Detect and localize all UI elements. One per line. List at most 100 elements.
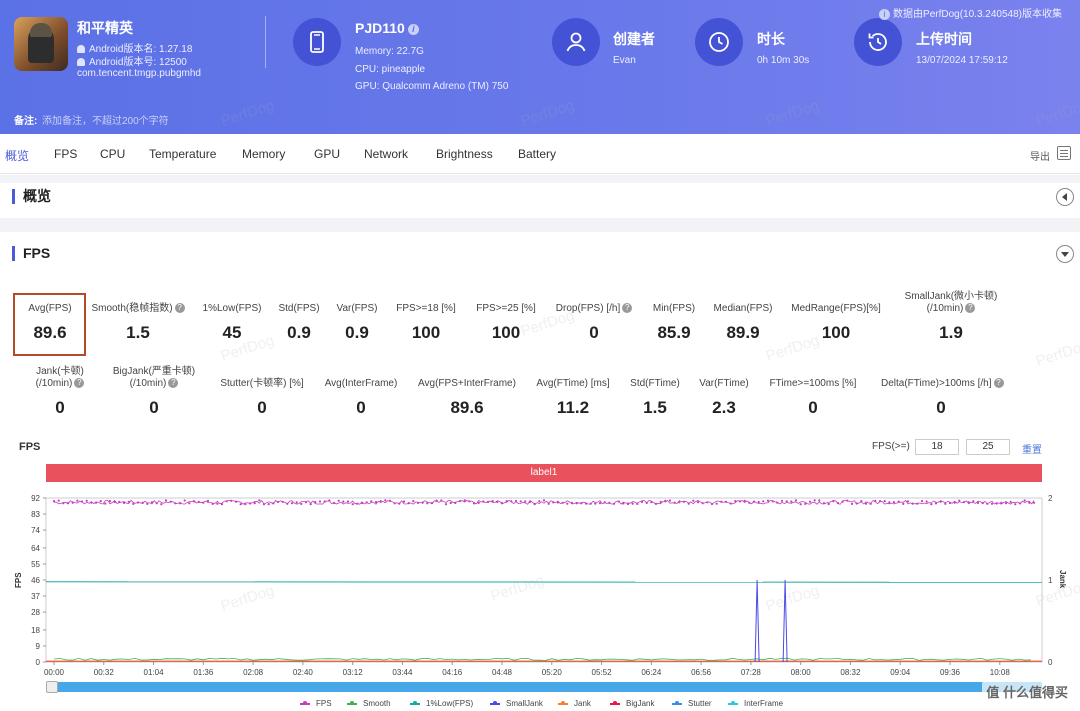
help-icon[interactable]: ? [174,303,185,314]
legend-label: Smooth [363,699,391,708]
legend-label: Jank [574,699,591,708]
metric-value: 0 [149,398,159,417]
series-fps-point [62,502,65,505]
x-tick-label: 03:12 [343,668,364,677]
tab-gpu[interactable]: GPU [314,147,341,161]
series-fps-point [477,501,480,504]
export-icon[interactable] [1057,146,1071,160]
series-fps-point [668,499,672,502]
tab-network[interactable]: Network [364,147,409,161]
series-fps-point [1009,500,1012,503]
metric-value: 0 [257,398,267,417]
android-icon [77,58,85,67]
x-tick-label: 01:04 [144,668,165,677]
x-tick-label: 06:24 [641,668,662,677]
slider-handle[interactable] [46,681,58,693]
series-fps-point [449,501,452,505]
help-icon[interactable]: ? [622,303,633,314]
series-fps-point [444,503,448,506]
metric-metrics_row1-1: Smooth(稳帧指数)? 1.5 [78,303,198,343]
x-tick-label: 09:04 [890,668,911,677]
tab-cpu[interactable]: CPU [100,147,126,161]
series-fps-point [794,499,798,502]
x-tick-label: 08:32 [840,668,861,677]
reset-button[interactable]: 重置 [1022,445,1042,456]
metric-metrics_row1-7: Drop(FPS) [/h]? 0 [534,303,654,343]
fps-threshold-input-1[interactable]: 18 [915,439,959,455]
x-tick-label: 02:08 [243,668,264,677]
tab-battery[interactable]: Battery [518,147,557,161]
series-fps-point [552,501,555,504]
series-fps-point [164,499,168,502]
x-tick-label: 10:08 [990,668,1011,677]
series-fps-point [790,500,793,503]
metric-metrics_row2-9: Delta(FTime)>100ms [/h]? 0 [881,378,1004,418]
series-fps-point [902,502,905,505]
legend-item[interactable]: BigJank [610,699,654,708]
series-fps-point [659,500,662,503]
time-range-slider[interactable] [46,681,1042,693]
legend-item[interactable]: InterFrame [728,699,783,708]
help-icon[interactable]: ? [74,378,85,389]
legend-label: SmallJank [506,699,543,708]
overview-collapse-toggle[interactable] [1056,188,1074,206]
tab-temperature[interactable]: Temperature [149,147,217,161]
legend-swatch [490,700,500,705]
series-fps-point [752,500,756,503]
series-fps-point [836,502,840,505]
legend-item[interactable]: 1%Low(FPS) [410,699,473,708]
series-fps-point [440,499,443,502]
metric-label: SmallJank(微小卡顿) [904,291,998,302]
series-fps-point [505,500,508,503]
creator-icon-circle [552,18,600,66]
fps-collapse-toggle[interactable] [1056,245,1074,263]
series-fps-point [435,499,438,502]
note-bar[interactable]: 备注: 添加备注，不超过200个字符 [0,104,1080,134]
metric-label: Stutter(卡顿率) [%] [220,378,304,389]
legend-item[interactable]: Jank [558,699,591,708]
fps-threshold-input-2[interactable]: 25 [966,439,1010,455]
legend-item[interactable]: SmallJank [490,699,543,708]
x-tick-label: 05:52 [592,668,613,677]
metric-value: 1.9 [939,323,963,342]
legend-swatch [300,700,310,705]
note-input[interactable]: 添加备注，不超过200个字符 [42,116,169,127]
series-fps-point [818,499,821,502]
series-fps-point [262,503,266,506]
tab-overview[interactable]: 概览 [5,149,30,163]
series-fps-point [673,501,676,504]
series-fps-point [995,502,998,505]
series-fps-point [66,502,70,505]
series-fps-point [141,501,144,504]
x-tick-label: 03:44 [392,668,413,677]
info-icon: i [879,8,891,20]
export-button[interactable]: 导出 [1030,152,1050,163]
app-icon [14,17,68,71]
tab-memory[interactable]: Memory [242,147,286,161]
series-fps-point [379,500,382,503]
metric-label: MedRange(FPS)[%] [791,303,881,314]
help-icon[interactable]: ? [965,303,976,314]
series-fps-point [734,500,737,503]
help-icon[interactable]: ? [168,378,179,389]
help-icon[interactable]: ? [993,378,1004,389]
metric-label: Drop(FPS) [/h]? [534,303,654,315]
upload-value: 13/07/2024 17:59:12 [916,55,1008,66]
metric-metrics_row2-6: Std(FTime) 1.5 [595,378,715,418]
label-bar[interactable]: label1 [46,464,1042,482]
series-fps-point [538,500,541,503]
series-fps-point [426,502,429,505]
series-fps-point [776,501,779,504]
metric-label: Median(FPS) [713,303,773,314]
metric-value: 0 [808,398,818,417]
info-icon[interactable]: i [407,23,419,35]
legend-item[interactable]: FPS [300,699,332,708]
legend-item[interactable]: Smooth [347,699,391,708]
series-fps-point [407,502,410,505]
metric-label: FTime>=100ms [%] [769,378,857,389]
tab-brightness[interactable]: Brightness [436,147,493,161]
series-fps-point [608,501,611,504]
tab-fps[interactable]: FPS [54,147,78,161]
legend-item[interactable]: Stutter [672,699,712,708]
series-fps-point [934,502,938,505]
